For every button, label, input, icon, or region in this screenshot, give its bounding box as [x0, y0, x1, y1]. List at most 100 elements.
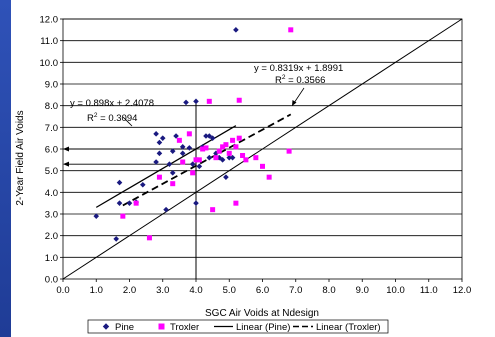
x-tick-label: 10.0: [386, 285, 405, 296]
pine-point: [189, 161, 196, 167]
pine-point: [179, 150, 186, 157]
troxler-point: [288, 27, 294, 33]
x-axis-title: SGC Air Voids at Ndesign: [205, 308, 319, 319]
troxler-point: [120, 213, 126, 219]
pine-point: [156, 150, 163, 157]
x-tick-label: 3.0: [156, 285, 169, 296]
legend-troxler-label: Troxler: [170, 322, 199, 333]
y-tick-label: 1.0: [45, 253, 58, 264]
pine-point: [163, 206, 169, 213]
pine-point: [156, 139, 163, 146]
pine-point: [93, 213, 100, 219]
troxler-point: [193, 157, 199, 163]
legend-item-linear-troxler: Linear (Troxler): [293, 322, 381, 333]
legend-troxler-marker: [158, 323, 165, 330]
pine-point: [113, 236, 119, 242]
pine-point: [193, 200, 199, 206]
y-tick-label: 4.0: [45, 188, 58, 199]
troxler-point: [206, 98, 212, 104]
y-tick-label: 3.0: [45, 210, 58, 221]
pine-point: [226, 154, 233, 161]
troxler-point: [260, 163, 265, 169]
troxler-point: [133, 200, 139, 206]
troxler-point: [253, 155, 259, 161]
y-tick-label: 9.0: [45, 80, 58, 91]
troxler-point: [266, 174, 272, 180]
pine-point: [186, 145, 193, 151]
pine-point: [153, 131, 159, 137]
pine-point: [206, 154, 213, 161]
troxler-point: [286, 148, 292, 154]
pine-point: [203, 133, 209, 139]
troxler-point: [180, 159, 186, 165]
troxler-point: [156, 174, 162, 180]
x-tick-label: 8.0: [322, 285, 335, 296]
x-tick-label: 7.0: [289, 285, 302, 296]
pine-point: [223, 174, 229, 180]
troxler-point: [233, 144, 239, 150]
legend-linear-troxler-label: Linear (Troxler): [316, 322, 381, 333]
troxler-point: [196, 157, 202, 163]
y-tick-label: 7.0: [45, 123, 58, 134]
troxler-point: [223, 142, 229, 148]
legend-pine-marker: [102, 323, 110, 330]
x-tick-label: 1.0: [90, 285, 103, 296]
troxler-equation: y = 0.8319x + 1.8991: [254, 63, 343, 74]
x-tick-label: 6.0: [256, 285, 269, 296]
pine-point: [196, 163, 203, 170]
troxler-point: [176, 137, 182, 143]
pine-point: [159, 135, 166, 141]
legend-box: [87, 319, 389, 334]
troxler-point: [200, 146, 206, 152]
pine-point: [179, 144, 186, 150]
troxler-point: [236, 135, 242, 141]
pine-point: [229, 154, 236, 161]
y-tick-label: 5.0: [45, 166, 58, 177]
trendline-troxler: [122, 113, 292, 207]
x-tick-label: 12.0: [453, 285, 472, 296]
equality-line: [62, 18, 463, 280]
pine-r2: R2 = 0.3094: [87, 112, 137, 124]
data-points: [93, 27, 294, 242]
y-axis-title: 2-Year Field Air Voids: [15, 110, 26, 205]
y-tick-label: 12.0: [40, 15, 59, 26]
guide-arrow-head-0: [63, 146, 69, 152]
guide-arrow-head-1: [63, 161, 69, 167]
pine-point: [126, 200, 133, 206]
troxler-point: [220, 144, 226, 150]
troxler-point: [203, 145, 209, 151]
pine-point: [233, 27, 239, 33]
pine-equation: y = 0.898x + 2.4078: [70, 98, 154, 109]
troxler-point: [243, 157, 249, 163]
pine-point: [173, 133, 179, 139]
legend-pine-label: Pine: [115, 322, 134, 333]
pine-label-leader: [122, 116, 133, 127]
y-tick-label: 0.0: [45, 275, 58, 286]
troxler-point: [233, 200, 239, 206]
pine-point: [193, 98, 199, 105]
troxler-label-leader-head: [292, 100, 297, 106]
legend-linear-pine-label: Linear (Pine): [236, 322, 290, 333]
y-tick-label: 11.0: [40, 36, 58, 47]
troxler-point: [170, 181, 176, 187]
troxler-point: [210, 207, 216, 213]
y-tick-label: 2.0: [45, 231, 58, 242]
guide-marks: [63, 87, 305, 279]
pine-point: [209, 135, 216, 141]
pine-point: [169, 170, 176, 176]
pine-point: [116, 200, 123, 206]
troxler-point: [240, 153, 246, 158]
pine-point: [166, 161, 173, 167]
tick-labels: 0.0 1.0 2.0 3.0 4.0 5.0 6.0 7.0 8.0 9.0 10.0 11.0 12…: [40, 15, 472, 297]
troxler-point: [216, 148, 222, 154]
troxler-label-leader: [293, 87, 305, 104]
legend: Pine Troxler Linear (Pine) Linear (Troxl…: [87, 319, 389, 334]
pine-point: [219, 157, 226, 163]
y-tick-label: 6.0: [45, 145, 58, 156]
troxler-point: [146, 235, 152, 241]
troxler-point: [230, 137, 236, 143]
gridlines: [63, 18, 462, 258]
pine-point: [116, 179, 123, 186]
pine-point: [153, 159, 159, 165]
troxler-point: [213, 155, 219, 161]
